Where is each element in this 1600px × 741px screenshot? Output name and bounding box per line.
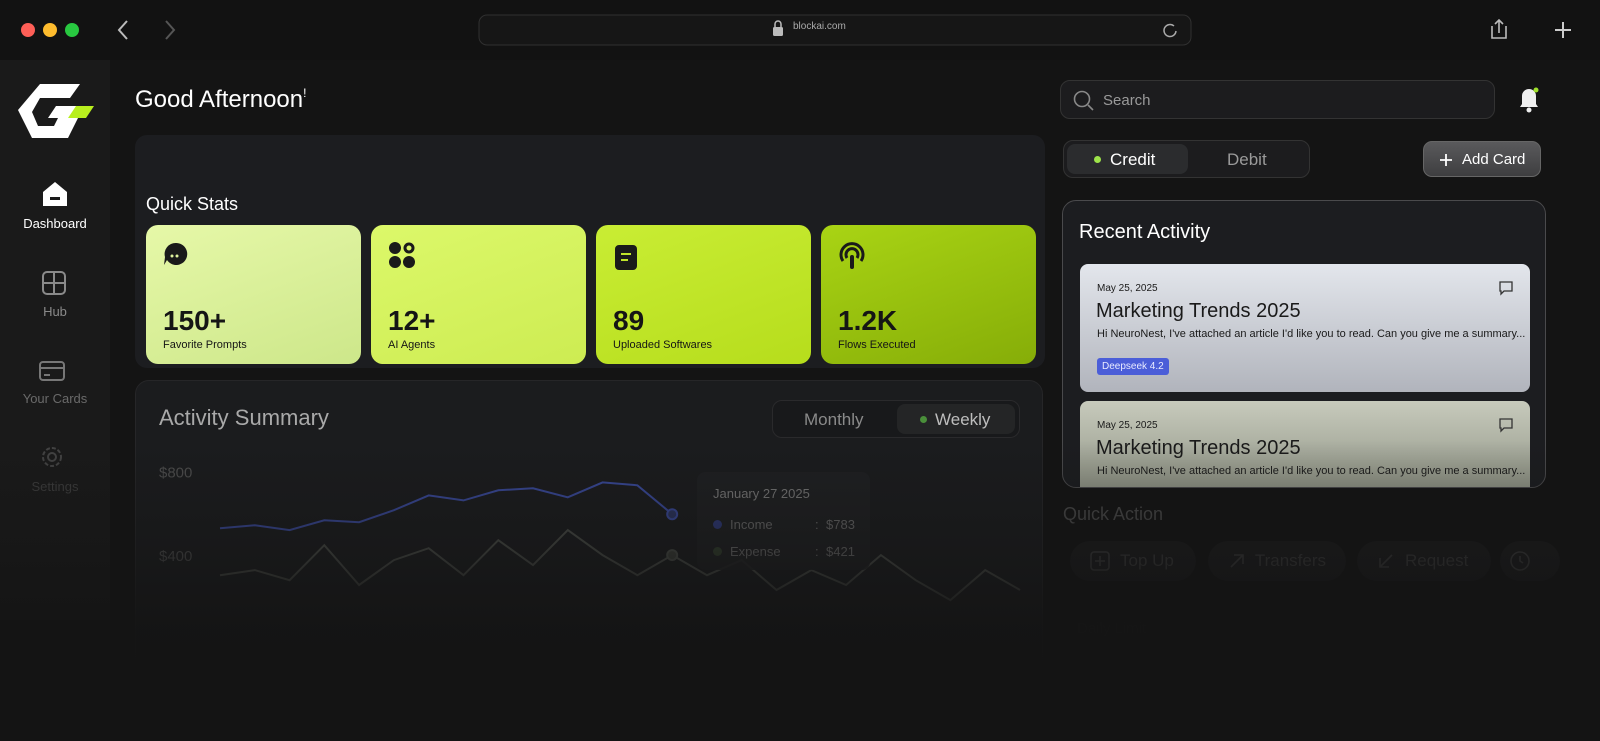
quick-action[interactable]: Top Up (1070, 541, 1196, 581)
browser-controls (21, 14, 1571, 46)
comment-icon[interactable] (1498, 417, 1514, 433)
y-tick-label: $400 (159, 548, 192, 565)
stat-value: 89 (613, 305, 645, 336)
item-date: May 25, 2025 (1097, 283, 1158, 294)
url[interactable]: blockai.com (793, 21, 846, 32)
search-placeholder: Search (1103, 92, 1151, 109)
tab[interactable]: Debit (1227, 150, 1267, 169)
greeting-mark: ! (303, 86, 307, 100)
stat-label: Uploaded Softwares (613, 339, 713, 351)
cards-icon (39, 361, 65, 381)
settings-icon (42, 447, 62, 467)
search-icon (1073, 90, 1094, 111)
tooltip-sep: : (815, 544, 819, 559)
item-title: Marketing Trends 2025 (1096, 437, 1301, 459)
y-tick-label: $800 (159, 464, 192, 481)
stat-card[interactable]: 12+ AI Agents (371, 225, 586, 364)
stat-value: 12+ (388, 305, 436, 336)
series-line (219, 481, 673, 532)
button-label: Request (1405, 551, 1469, 570)
activity-item[interactable]: May 25, 2025 Marketing Trends 2025 Hi Ne… (1080, 264, 1530, 392)
tooltip-sep: : (815, 517, 819, 532)
quick-action[interactable]: Transfers (1208, 541, 1346, 581)
tooltip-date: January 27 2025 (713, 486, 810, 501)
search-box[interactable]: Search (1060, 80, 1495, 119)
clock-icon (1510, 551, 1530, 571)
stat-card[interactable]: 150+ Favorite Prompts (146, 225, 361, 364)
icon (1230, 554, 1244, 568)
active-dot (920, 416, 927, 423)
dashboard-icon (43, 182, 67, 206)
section-title: Activity Summary (159, 405, 329, 430)
stat-card[interactable]: 1.2K Flows Executed (821, 225, 1036, 364)
daily-limit: Daily Limit (1077, 620, 1147, 637)
nav-item[interactable]: Dashboard (23, 216, 87, 231)
section-title: Quick Action (1063, 504, 1164, 524)
hover-point (666, 549, 679, 562)
item-title: Marketing Trends 2025 (1096, 300, 1301, 322)
quick-action[interactable] (1500, 541, 1560, 581)
nav-item[interactable]: Hub (43, 304, 67, 319)
stat-icon (615, 245, 637, 270)
activity-item[interactable]: May 25, 2025 Marketing Trends 2025 Hi Ne… (1080, 401, 1530, 487)
tooltip-value: $421 (826, 544, 855, 559)
tooltip-value: $783 (826, 517, 855, 532)
active-dot (1094, 156, 1101, 163)
stat-icon (164, 242, 188, 265)
item-body: Hi NeuroNest, I've attached an article I… (1097, 465, 1526, 477)
button-label: Add Card (1462, 151, 1526, 168)
button-label: Transfers (1254, 551, 1326, 570)
browser-bar: blockai.com (0, 0, 1600, 60)
comment-icon[interactable] (1498, 280, 1514, 296)
hub-icon (42, 271, 66, 295)
series-line (219, 528, 1021, 602)
nav-item[interactable]: Settings (31, 479, 79, 494)
icon (1090, 551, 1110, 571)
sidebar: Dashboard Hub Your Cards Settings (0, 60, 110, 620)
active-tab-bg (897, 404, 1015, 434)
stat-label: Favorite Prompts (163, 339, 247, 351)
activity-chart: $800 $400 (159, 464, 1021, 602)
bell-icon[interactable] (1515, 84, 1545, 114)
item-body: Hi NeuroNest, I've attached an article I… (1097, 328, 1526, 340)
recent-activity-panel: Recent Activity May 25, 2025 Marketing T… (1062, 200, 1546, 488)
tab[interactable]: Credit (1110, 150, 1156, 169)
tab[interactable]: Weekly (935, 410, 991, 429)
section-title: Recent Activity (1079, 221, 1211, 243)
plus-icon (1440, 154, 1452, 166)
stat-value: 150+ (163, 305, 227, 336)
tooltip-name: Expense (730, 544, 781, 559)
chart-tooltip: January 27 2025 Income : $783 Expense : … (697, 472, 870, 570)
greeting: Good Afternoon! (135, 86, 306, 114)
button-label: Top Up (1120, 551, 1174, 570)
icon (1379, 554, 1393, 568)
logo (18, 84, 94, 138)
legend-swatch (713, 547, 722, 556)
stat-label: Flows Executed (838, 339, 916, 351)
stat-value: 1.2K (838, 305, 898, 336)
card-tabs: Credit Debit (1063, 140, 1310, 178)
tooltip-name: Income (730, 517, 773, 532)
hover-point (666, 508, 679, 521)
active-tab-bg (1067, 144, 1188, 174)
quick-action[interactable]: Request (1357, 541, 1491, 581)
item-date: May 25, 2025 (1097, 420, 1158, 431)
nav-item[interactable]: Your Cards (22, 391, 88, 406)
tab[interactable]: Monthly (804, 410, 864, 429)
stat-icon (839, 242, 865, 269)
stat-card[interactable]: 89 Uploaded Softwares (596, 225, 811, 364)
greeting-text: Good Afternoon (135, 86, 304, 113)
period-tabs: Monthly Weekly (772, 400, 1020, 438)
add-card-button[interactable]: Add Card (1423, 141, 1541, 177)
stat-label: AI Agents (388, 339, 436, 351)
stat-icon (389, 242, 415, 268)
item-tag: Deepseek 4.2 (1097, 358, 1169, 375)
section-title: Quick Stats (146, 194, 239, 214)
legend-swatch (713, 520, 722, 529)
